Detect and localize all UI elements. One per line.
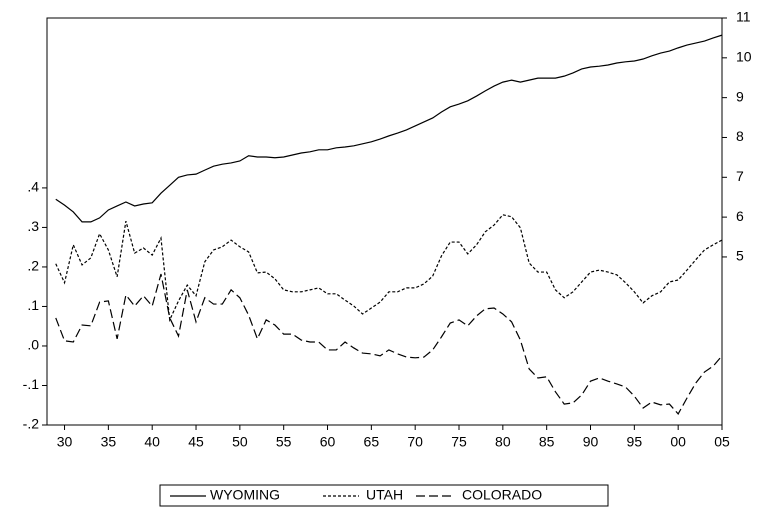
y2-tick-label: 11 (736, 9, 751, 25)
x-tick-label: 90 (583, 434, 599, 450)
x-tick-label: 65 (364, 434, 380, 450)
x-tick-label: 85 (539, 434, 555, 450)
legend-label: UTAH (366, 487, 403, 503)
legend-label: COLORADO (462, 487, 542, 503)
y2-tick-label: 9 (736, 88, 744, 104)
y-tick-label: .0 (27, 337, 39, 353)
y2-tick-label: 8 (736, 128, 744, 144)
y2-tick-label: 7 (736, 168, 744, 184)
y2-tick-label: 6 (736, 208, 744, 224)
x-tick-label: 45 (188, 434, 204, 450)
y2-tick-label: 10 (736, 49, 752, 65)
series-line (55, 273, 723, 415)
y-tick-label: .2 (27, 258, 39, 274)
plot-frame (46, 17, 723, 426)
series-line (55, 34, 723, 223)
x-tick-label: 60 (320, 434, 336, 450)
legend-label: WYOMING (210, 487, 280, 503)
x-tick-label: 35 (101, 434, 117, 450)
y-tick-label: .4 (27, 179, 39, 195)
x-tick-label: 95 (627, 434, 643, 450)
y-tick-label: -.1 (23, 376, 40, 392)
x-tick-label: 00 (670, 434, 686, 450)
legend-box (159, 484, 609, 507)
x-tick-label: 50 (232, 434, 248, 450)
y-tick-label: .3 (27, 218, 39, 234)
y-tick-label: -.2 (23, 416, 40, 432)
y2-tick-label: 5 (736, 248, 744, 264)
x-tick-label: 70 (407, 434, 423, 450)
x-tick-label: 05 (714, 434, 730, 450)
x-tick-label: 80 (495, 434, 511, 450)
x-tick-label: 30 (57, 434, 73, 450)
x-tick-label: 55 (276, 434, 292, 450)
y-tick-label: .1 (27, 297, 39, 313)
x-tick-label: 75 (451, 434, 467, 450)
x-tick-label: 40 (144, 434, 160, 450)
series-line (55, 214, 723, 323)
